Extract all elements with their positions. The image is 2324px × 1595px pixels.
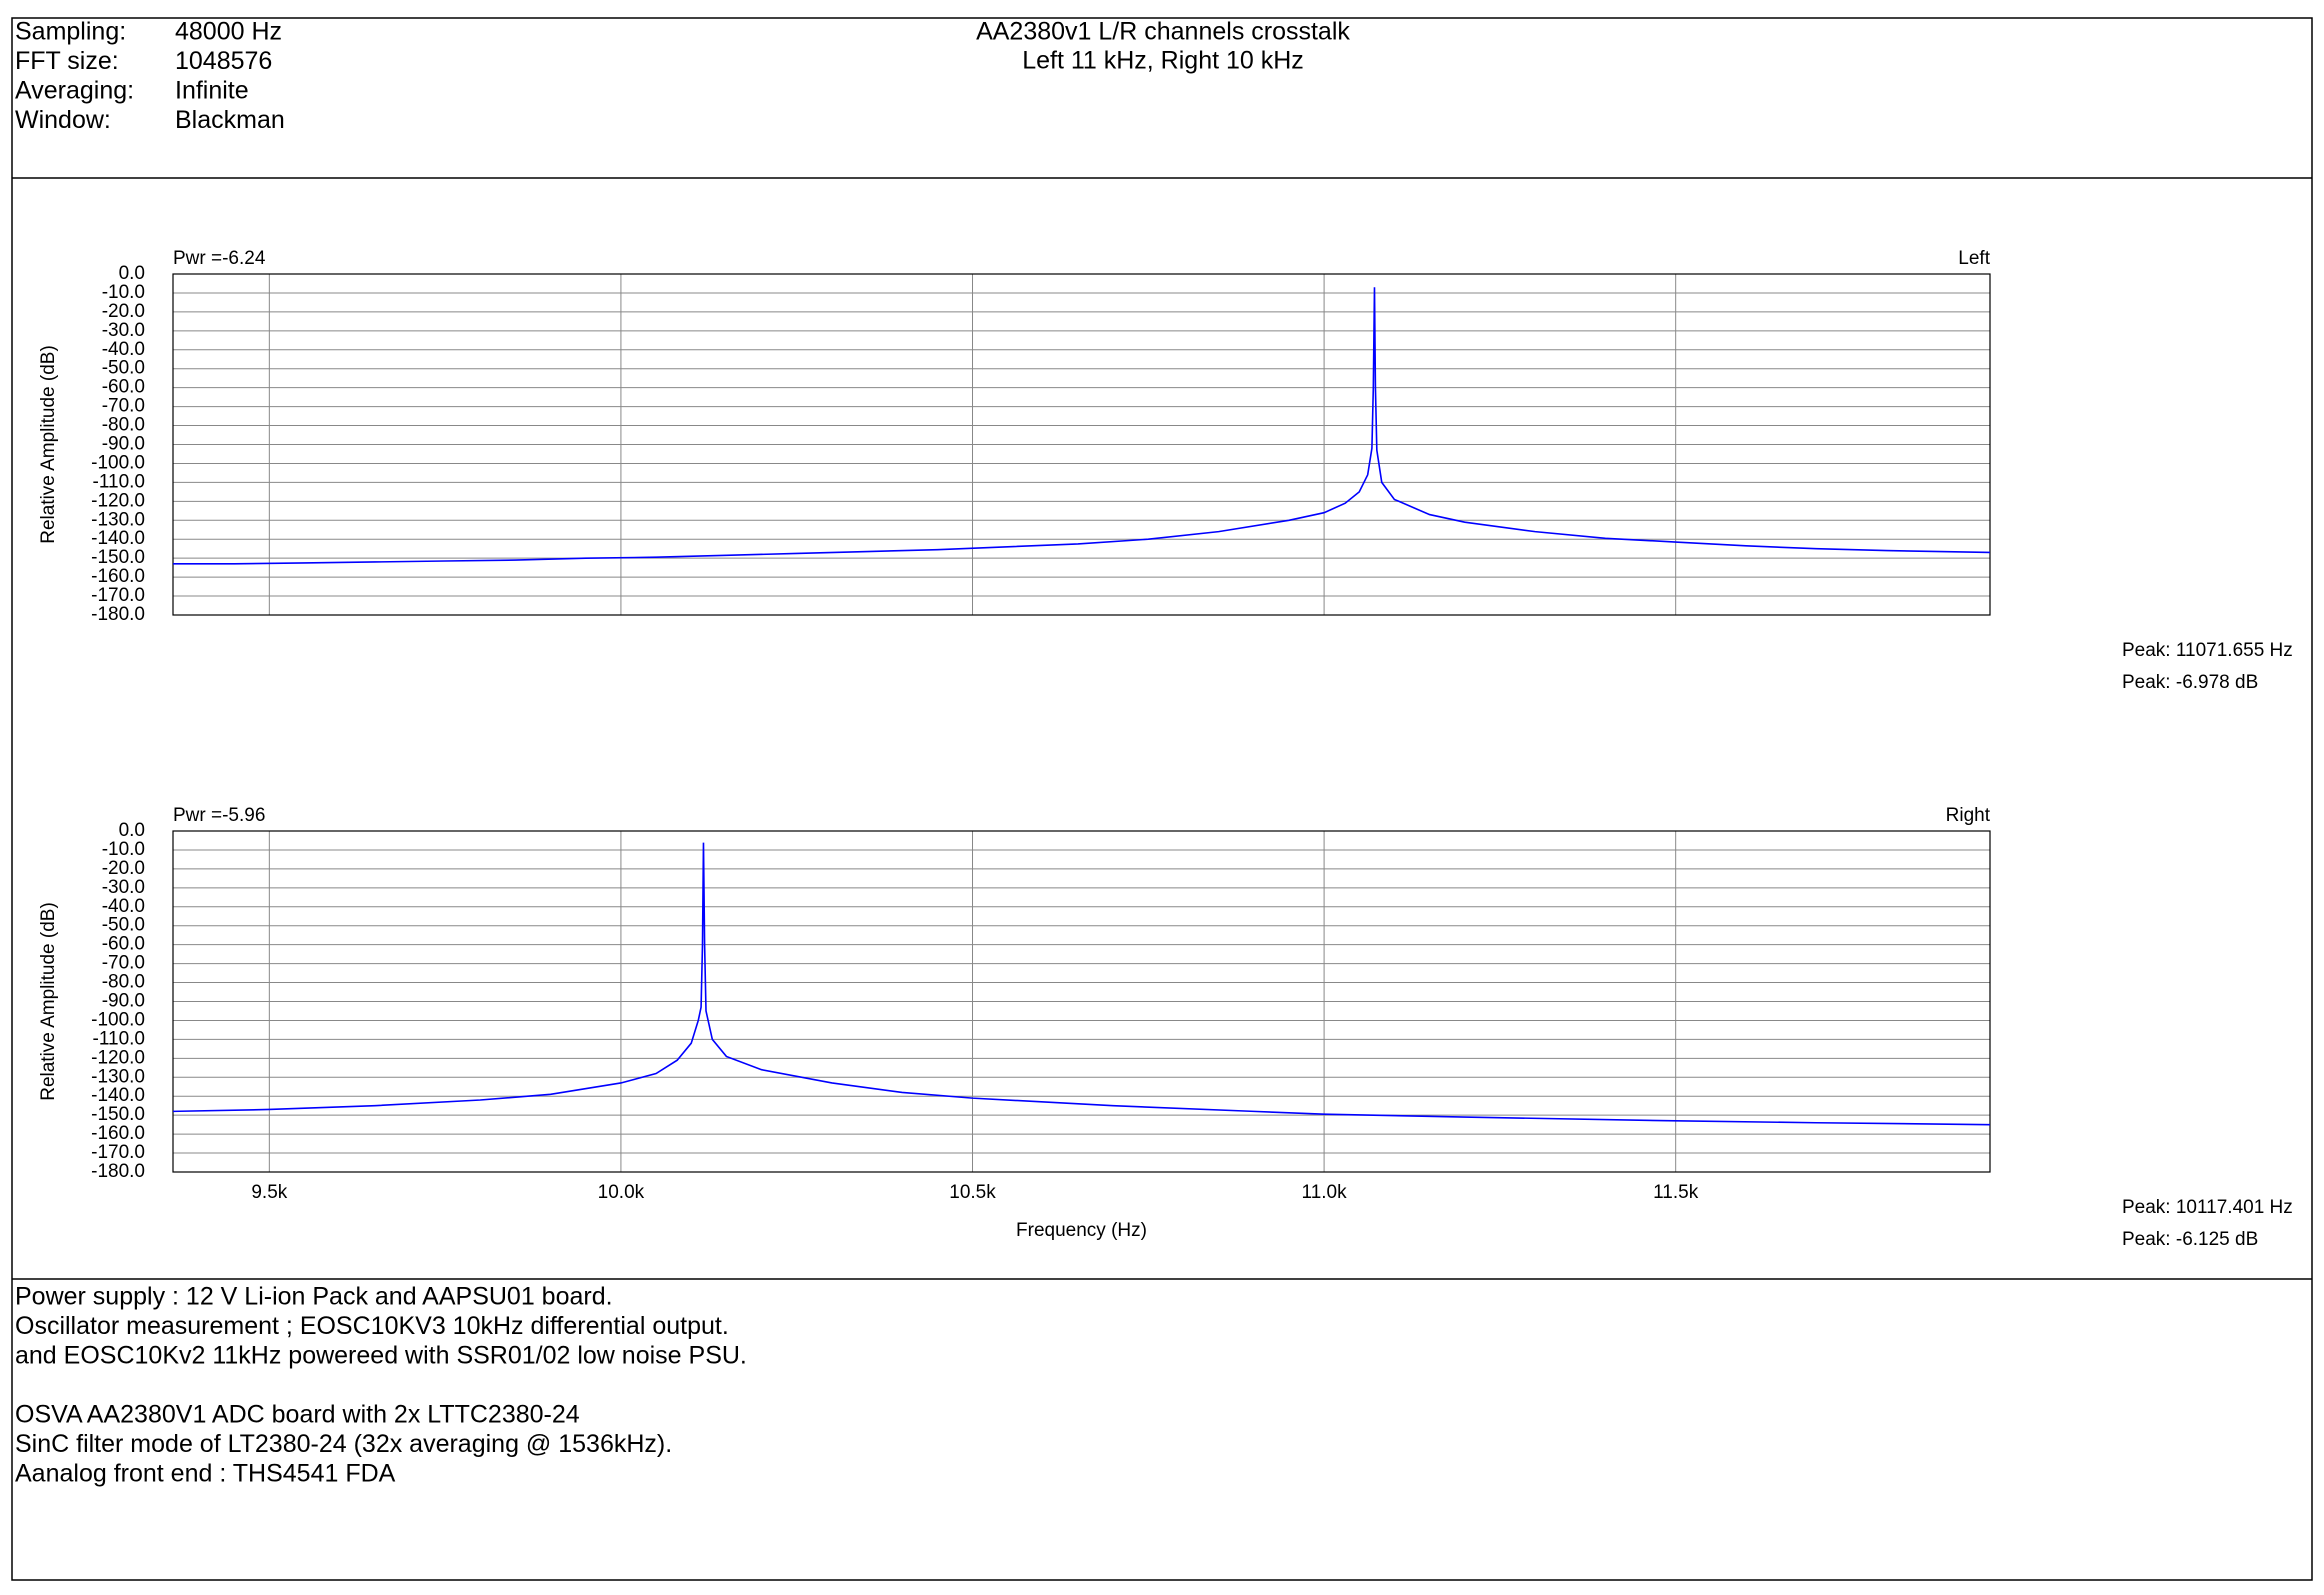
x-tick-label: 11.5k — [1653, 1182, 1699, 1203]
peak-label: Peak: 11071.655 Hz — [2122, 640, 2293, 661]
note-line: OSVA AA2380V1 ADC board with 2x LTTC2380… — [15, 1401, 580, 1429]
y-tick-label: -130.0 — [91, 509, 145, 530]
y-tick-label: -170.0 — [91, 1142, 145, 1163]
peak-label: Peak: -6.125 dB — [2122, 1229, 2258, 1250]
y-tick-label: -60.0 — [102, 934, 145, 955]
y-tick-label: -130.0 — [91, 1066, 145, 1087]
outer-frame — [11, 17, 2313, 1581]
y-tick-label: -100.0 — [91, 452, 145, 473]
y-tick-label: -180.0 — [91, 604, 145, 625]
y-tick-label: -80.0 — [102, 972, 145, 993]
power-label: Pwr =-6.24 — [173, 248, 266, 269]
y-tick-label: -100.0 — [91, 1009, 145, 1030]
y-tick-label: -20.0 — [102, 858, 145, 879]
field-value: 1048576 — [175, 47, 272, 75]
y-tick-label: -10.0 — [102, 839, 145, 860]
y-tick-label: -50.0 — [102, 915, 145, 936]
y-tick-label: -170.0 — [91, 585, 145, 606]
y-tick-label: -30.0 — [102, 320, 145, 341]
y-tick-label: -90.0 — [102, 991, 145, 1012]
legend-label: Left — [1958, 248, 1990, 269]
y-tick-label: 0.0 — [119, 263, 145, 284]
y-tick-label: -140.0 — [91, 528, 145, 549]
note-line: and EOSC10Kv2 11kHz powereed with SSR01/… — [15, 1342, 747, 1370]
note-line: Power supply : 12 V Li-ion Pack and AAPS… — [15, 1283, 613, 1311]
y-tick-label: 0.0 — [119, 820, 145, 841]
y-tick-label: -10.0 — [102, 282, 145, 303]
y-tick-label: -20.0 — [102, 301, 145, 322]
y-tick-label: -150.0 — [91, 1104, 145, 1125]
plot-frame — [172, 273, 1991, 616]
field-value: Infinite — [175, 77, 249, 105]
subtitle: Left 11 kHz, Right 10 kHz — [1022, 47, 1304, 75]
y-tick-label: -120.0 — [91, 1047, 145, 1068]
peak-label: Peak: -6.978 dB — [2122, 672, 2258, 693]
field-label: Averaging: — [15, 77, 134, 105]
y-tick-label: -140.0 — [91, 1085, 145, 1106]
field-value: Blackman — [175, 106, 285, 134]
x-tick-label: 10.0k — [598, 1182, 645, 1203]
field-label: Sampling: — [15, 18, 126, 46]
y-tick-label: -70.0 — [102, 953, 145, 974]
y-tick-label: -110.0 — [93, 1028, 145, 1049]
x-tick-label: 11.0k — [1302, 1182, 1348, 1203]
y-tick-label: -160.0 — [91, 1123, 145, 1144]
y-tick-label: -120.0 — [91, 490, 145, 511]
note-line: SinC filter mode of LT2380-24 (32x avera… — [15, 1430, 672, 1458]
spectrum-line — [173, 287, 1991, 565]
y-tick-label: -90.0 — [102, 434, 145, 455]
y-tick-label: -40.0 — [102, 339, 145, 360]
peak-label: Peak: 10117.401 Hz — [2122, 1197, 2293, 1218]
y-axis-label: Relative Amplitude (dB) — [38, 345, 59, 544]
field-label: Window: — [15, 106, 111, 134]
legend-label: Right — [1946, 805, 1991, 826]
y-tick-label: -110.0 — [93, 471, 145, 492]
x-tick-label: 9.5k — [251, 1182, 287, 1203]
y-tick-label: -60.0 — [102, 377, 145, 398]
plot-frame — [172, 830, 1991, 1173]
y-tick-label: -40.0 — [102, 896, 145, 917]
x-axis-label: Frequency (Hz) — [1016, 1220, 1147, 1241]
y-axis-label: Relative Amplitude (dB) — [38, 902, 59, 1101]
x-tick-label: 10.5k — [949, 1182, 996, 1203]
title: AA2380v1 L/R channels crosstalk — [976, 18, 1350, 46]
note-line: Oscillator measurement ; EOSC10KV3 10kHz… — [15, 1312, 729, 1340]
field-value: 48000 Hz — [175, 18, 282, 46]
y-tick-label: -50.0 — [102, 358, 145, 379]
y-tick-label: -160.0 — [91, 566, 145, 587]
y-tick-label: -150.0 — [91, 547, 145, 568]
y-tick-label: -180.0 — [91, 1161, 145, 1182]
power-label: Pwr =-5.96 — [173, 805, 265, 826]
y-tick-label: -80.0 — [102, 415, 145, 436]
spectrum-line — [172, 842, 1991, 1126]
note-line: Aanalog front end : THS4541 FDA — [15, 1460, 396, 1488]
y-tick-label: -70.0 — [102, 396, 145, 417]
field-label: FFT size: — [15, 47, 119, 75]
y-tick-label: -30.0 — [102, 877, 145, 898]
